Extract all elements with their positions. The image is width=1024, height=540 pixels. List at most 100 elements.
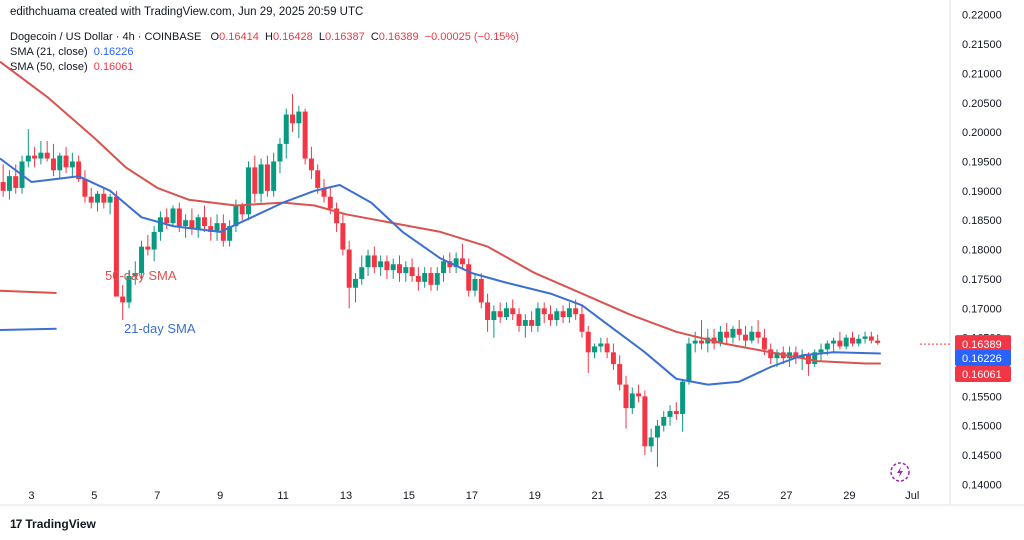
candle-body [13, 176, 19, 188]
candle [227, 220, 233, 247]
candle [422, 267, 428, 288]
time-axis[interactable]: 3 5 7 9 11 13 15 17 19 21 23 25 27 29 Jul [28, 490, 919, 502]
candle-body [359, 267, 365, 279]
candle-body [327, 196, 333, 209]
candle-body [730, 328, 736, 338]
candle [730, 325, 736, 344]
candle-body [220, 223, 226, 241]
candle-body [686, 343, 692, 382]
candle-body [252, 167, 258, 194]
price-tick-label: 0.18500 [962, 215, 1002, 227]
price-tick-label: 0.15000 [962, 421, 1002, 433]
price-tick-label: 0.17500 [962, 274, 1002, 286]
candle [592, 343, 598, 359]
change-value: −0.00025 (−0.15%) [424, 31, 519, 43]
symbol-title[interactable]: Dogecoin / US Dollar · 4h · COINBASE [10, 31, 202, 43]
candle [302, 108, 308, 165]
candle-body [308, 158, 314, 171]
svg-text:0.16061: 0.16061 [962, 369, 1002, 381]
candle-body [0, 182, 6, 191]
candle-body [277, 143, 283, 162]
price-tick-label: 0.14000 [962, 479, 1002, 491]
candle [749, 325, 755, 344]
sma21-legend[interactable]: SMA (21, close) 0.16226 [10, 46, 134, 58]
candle-body [818, 349, 824, 353]
candle [195, 214, 201, 238]
candle [862, 331, 868, 344]
candle [818, 343, 824, 362]
candle [44, 140, 50, 162]
candle [258, 158, 264, 203]
sma50-legend[interactable]: SMA (50, close) 0.16061 [10, 61, 134, 73]
price-tick-label: 0.14500 [962, 450, 1002, 462]
candle-body [183, 220, 189, 227]
candle-body [598, 343, 604, 347]
candle [661, 411, 667, 432]
sma21-legend-label: SMA (21, close) [10, 46, 88, 58]
sma50-legend-label: SMA (50, close) [10, 61, 88, 73]
candle-body [283, 114, 289, 144]
candle-body [201, 217, 207, 227]
candle [57, 152, 63, 180]
candle [654, 419, 660, 467]
ohlc-legend: Dogecoin / US Dollar · 4h · COINBASE O0.… [10, 31, 519, 43]
candle-body [843, 337, 849, 347]
candle [415, 267, 421, 291]
candle-body [38, 152, 44, 159]
candle [409, 258, 415, 282]
price-tick-label: 0.22000 [962, 10, 1002, 22]
candle [428, 267, 434, 291]
candle [434, 267, 440, 291]
candle-body [592, 346, 598, 353]
tradingview-brand: TradingView [25, 517, 96, 531]
candle-body [837, 340, 843, 347]
price-axis[interactable]: 0.22000 0.21500 0.21000 0.20500 0.20000 0.195… [962, 10, 1002, 492]
candle-body [428, 273, 434, 285]
candle-body [208, 226, 214, 232]
candle-body [459, 258, 465, 265]
candle-body [239, 205, 245, 215]
candle [623, 375, 629, 429]
candle-body [76, 161, 82, 180]
candle-body [774, 352, 780, 359]
candle [831, 337, 837, 353]
candle-body [447, 261, 453, 268]
candle [359, 255, 365, 285]
candle-body [390, 264, 396, 271]
candle-body [466, 264, 472, 291]
tradingview-footer[interactable]: 17 TradingView [10, 517, 96, 531]
candle-body [642, 396, 648, 447]
candle-body [667, 411, 673, 417]
time-tick-label: 13 [340, 490, 352, 502]
candle-body [585, 331, 591, 353]
sma21-legend-value: 0.16226 [93, 46, 134, 58]
candle [617, 355, 623, 391]
open-value: 0.16414 [219, 31, 259, 43]
high-label: H [264, 31, 273, 43]
candle [812, 349, 818, 368]
price-tick-label: 0.20000 [962, 127, 1002, 139]
price-tick-label: 0.19000 [962, 186, 1002, 198]
candle-body [409, 267, 415, 276]
replay-icon[interactable] [890, 462, 910, 482]
candle-body [799, 355, 805, 359]
candle [711, 328, 717, 350]
candle-body [617, 364, 623, 385]
candle [503, 302, 509, 321]
candle-body [554, 311, 560, 321]
candle-body [434, 273, 440, 285]
candle-body [441, 261, 447, 274]
candle-body [346, 249, 352, 288]
time-tick-label: 11 [277, 490, 288, 502]
candle-body [648, 437, 654, 447]
candle-body [32, 155, 38, 159]
candle-body [227, 226, 233, 241]
candle [629, 387, 635, 414]
candle [799, 349, 805, 370]
candle [38, 140, 44, 165]
candle [610, 343, 616, 370]
candle-body [560, 311, 566, 318]
candle-body [126, 275, 132, 303]
candle [459, 243, 465, 271]
